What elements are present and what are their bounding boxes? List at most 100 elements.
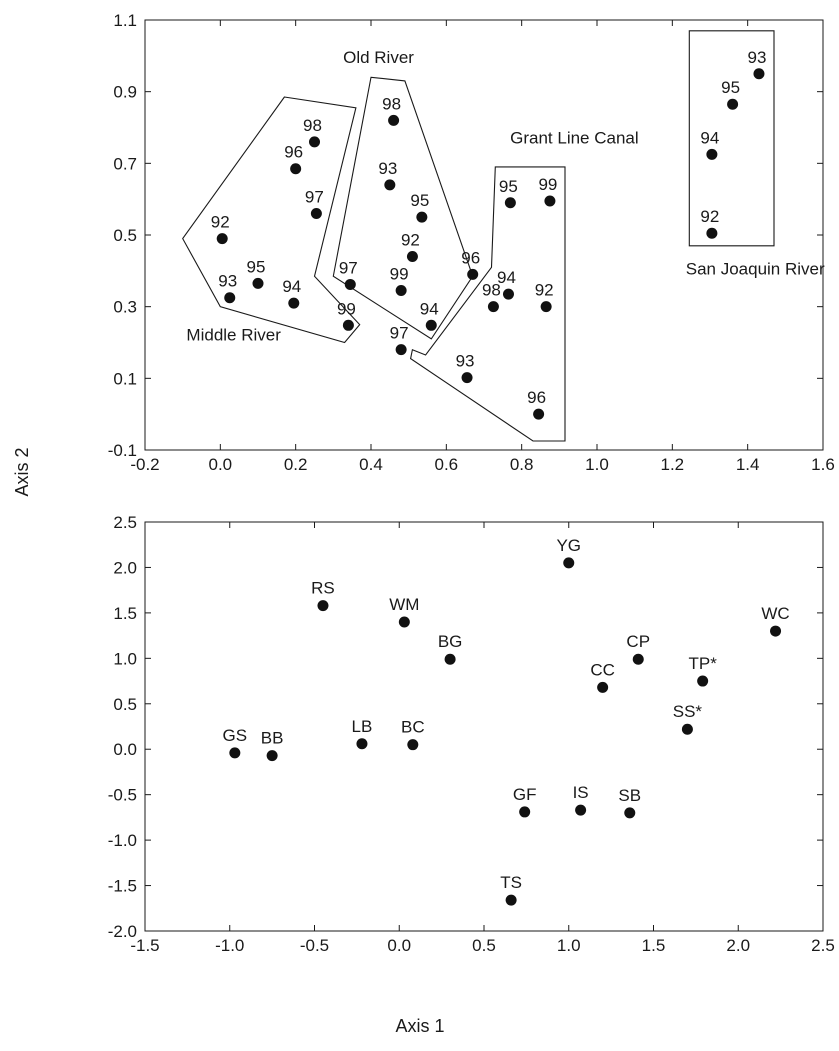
top-point-label: 94 [282,277,301,296]
bot-y-tick-label: 1.5 [113,604,137,623]
top-point-label: 98 [303,116,322,135]
top-point [342,319,354,331]
top-point [252,277,264,289]
top-point [533,408,545,420]
top-y-tick-label: 0.3 [113,298,137,317]
bottom-point [624,807,636,819]
top-point [344,278,356,290]
bot-y-tick-label: 0.0 [113,740,137,759]
bot-x-tick-label: -1.5 [130,936,159,955]
top-point [406,251,418,262]
top-point [461,372,473,384]
top-point-label: 97 [339,258,358,277]
grant-line-canal-outline [409,166,566,442]
bottom-point [575,804,587,816]
group-label-grant-line-canal: Grant Line Canal [510,129,639,148]
bottom-scatter-panel: -1.5 -1.0 -0.5 0.0 0.5 1.0 1.5 2.0 2.5-2.0-1.5-1… [108,513,835,955]
bottom-point [519,806,531,818]
bottom-point [770,625,782,637]
top-point-label: 94 [420,299,439,318]
bottom-point [229,747,241,759]
top-point [288,297,300,309]
top-point [416,211,428,223]
top-point-label: 93 [378,159,397,178]
bottom-point-label: IS [573,783,589,802]
top-point-label: 95 [499,177,518,196]
top-point-label: 97 [390,324,409,343]
top-x-tick-label: 0.8 [510,455,534,474]
top-point-label: 95 [247,257,266,276]
bottom-point-label: YG [556,536,581,555]
top-point [224,292,236,304]
top-point-label: 92 [401,231,420,250]
bottom-point [563,557,575,569]
top-point-label: 97 [305,188,324,207]
bottom-point [505,894,517,906]
top-x-tick-label: 1.6 [811,455,835,474]
top-point [727,98,739,110]
top-group-outlines [182,30,775,442]
bottom-point [444,653,456,665]
bottom-point [632,653,644,665]
top-point-label: 92 [535,281,554,300]
top-point-label: 93 [218,272,237,291]
top-x-tick-label: -0.2 [130,455,159,474]
top-point-label: 99 [390,265,409,284]
bot-y-tick-label: 2.0 [113,558,137,577]
bot-x-tick-label: 1.5 [642,936,666,955]
bottom-point-label: BC [401,718,425,737]
bottom-point-label: GF [513,785,537,804]
top-point [216,233,228,245]
top-point [467,268,479,280]
bottom-point-label: BB [261,729,284,748]
top-point [388,114,400,126]
bottom-point-label: TP* [688,654,717,673]
top-point [502,288,514,300]
group-label-middle-river: Middle River [186,326,281,345]
top-y-tick-label: 0.9 [113,83,137,102]
top-point [309,136,320,148]
top-point-label: 99 [337,299,356,318]
bottom-point-label: BG [438,632,463,651]
y-axis-title: Axis 2 [12,447,32,496]
top-point-label: 98 [382,94,401,113]
top-point-label: 92 [211,213,230,232]
top-point [487,301,499,313]
bot-y-tick-label: -0.5 [108,786,137,805]
top-x-tick-label: 0.0 [209,455,233,474]
top-point-label: 95 [410,191,429,210]
group-label-old-river: Old River [343,48,414,67]
bot-y-tick-label: -2.0 [108,922,137,941]
bot-y-tick-label: 0.5 [113,695,137,714]
top-point-label: 95 [721,78,740,97]
top-point [290,163,302,175]
bot-y-tick-label: 1.0 [113,649,137,668]
bottom-point [398,616,410,628]
bottom-point-label: TS [500,873,522,892]
bot-y-tick-label: 2.5 [113,513,137,532]
top-point-label: 98 [482,281,501,300]
bottom-point-label: WM [389,595,419,614]
top-point [425,319,437,331]
top-point-label: 93 [456,352,475,371]
bot-y-tick-label: -1.5 [108,877,137,896]
top-x-tick-label: 1.4 [736,455,760,474]
top-point [504,197,516,209]
bottom-point [597,681,609,693]
top-x-tick-label: 0.2 [284,455,308,474]
top-y-tick-label: 0.5 [113,226,137,245]
top-y-tick-label: 0.1 [113,369,137,388]
san-joaquin-river-outline [688,30,775,247]
bottom-point [266,750,278,762]
bot-x-tick-label: 2.5 [811,936,835,955]
bottom-point-label: SB [618,786,641,805]
top-point-label: 99 [538,175,557,194]
top-point-label: 94 [700,128,719,147]
top-axis-ticks: -0.2 0.0 0.2 0.4 0.6 0.8 1.0 1.2 1.4 1.6 -0.1 0.1 0.… [108,11,835,474]
bottom-point [681,723,693,735]
x-axis-title: Axis 1 [395,1016,444,1036]
top-point [540,301,552,313]
